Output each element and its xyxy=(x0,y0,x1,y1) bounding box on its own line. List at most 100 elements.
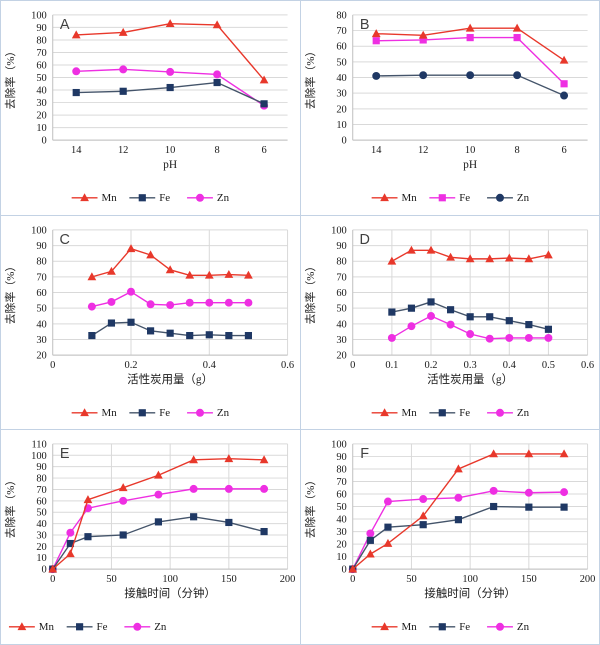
data-point-zn xyxy=(189,485,198,494)
data-point-fe xyxy=(544,325,552,333)
data-point-mn xyxy=(71,30,81,39)
data-point-zn xyxy=(365,529,374,538)
x-tick-label: 0.6 xyxy=(581,360,594,371)
data-point-mn xyxy=(212,20,222,29)
x-tick-label: 10 xyxy=(464,145,474,156)
y-tick-label: 10 xyxy=(336,552,346,563)
legend-label: Fe xyxy=(459,407,470,419)
y-tick-label: 80 xyxy=(336,465,346,476)
y-tick-label: 80 xyxy=(36,256,46,267)
data-point-mn xyxy=(48,564,58,573)
panel-letter: E xyxy=(60,446,70,462)
y-tick-label: 20 xyxy=(36,350,46,361)
y-tick-label: 50 xyxy=(336,502,346,513)
series-line-fe xyxy=(351,506,564,570)
data-point-fe xyxy=(66,540,74,548)
y-axis-title: 去除率（%） xyxy=(302,475,316,539)
legend-item-fe: Fe xyxy=(129,192,170,204)
y-tick-label: 40 xyxy=(36,86,46,97)
y-axis-title: 去除率（%） xyxy=(3,260,17,324)
x-axis-title: pH xyxy=(463,159,477,171)
x-tick-label: 150 xyxy=(521,574,537,585)
data-point-fe xyxy=(186,331,194,339)
panel-letter: A xyxy=(60,17,70,33)
data-point-zn xyxy=(485,334,494,343)
y-tick-label: 20 xyxy=(336,350,346,361)
data-point-zn xyxy=(224,485,233,494)
data-point-zn xyxy=(127,287,135,296)
data-point-mn xyxy=(224,454,234,463)
data-point-fe xyxy=(559,80,568,88)
data-point-zn xyxy=(107,297,116,306)
data-point-mn xyxy=(107,266,116,275)
legend-label: Fe xyxy=(459,192,470,204)
y-tick-label: 110 xyxy=(31,440,46,451)
data-point-mn xyxy=(426,245,435,254)
legend-item-zn: Zn xyxy=(486,622,529,634)
y-tick-label: 100 xyxy=(31,10,47,21)
data-point-mn xyxy=(418,30,428,39)
x-tick-label: 100 xyxy=(162,574,178,585)
y-tick-label: 20 xyxy=(336,104,346,115)
data-point-zn xyxy=(213,70,222,79)
y-tick-label: 90 xyxy=(36,241,46,252)
x-tick-label: 12 xyxy=(417,145,427,156)
legend-item-fe: Fe xyxy=(428,407,470,419)
data-point-mn xyxy=(445,252,455,261)
data-point-zn xyxy=(504,333,513,342)
legend-item-mn: Mn xyxy=(71,192,117,204)
y-tick-label: 90 xyxy=(336,241,346,252)
data-point-mn xyxy=(504,253,514,262)
legend-marker-fe xyxy=(138,408,146,417)
legend-marker-zn xyxy=(495,623,504,632)
legend-label: Zn xyxy=(217,407,230,419)
legend-label: Fe xyxy=(159,192,170,204)
legend-item-mn: Mn xyxy=(371,192,417,204)
x-tick-label: 0 xyxy=(50,574,55,585)
data-point-mn xyxy=(512,23,521,32)
data-point-mn xyxy=(146,250,155,258)
y-tick-label: 40 xyxy=(336,515,346,526)
data-point-fe xyxy=(119,87,127,95)
y-tick-label: 100 xyxy=(31,451,47,462)
data-point-mn xyxy=(165,19,175,28)
x-tick-label: 0.2 xyxy=(424,360,437,371)
panel-d: 20 30 40 50 60 70 80 90 100 0 0.1 0.2 0.3 0.4 0.5 0.6 D 去… xyxy=(300,215,599,430)
data-point-mn xyxy=(118,27,128,36)
data-point-zn xyxy=(524,333,533,342)
data-point-mn xyxy=(259,455,269,464)
y-tick-label: 100 xyxy=(331,440,347,451)
data-point-fe xyxy=(166,329,174,337)
chart-B: 0 10 20 30 40 50 60 70 80 14 12 10 8 6 B 去除率（%） pH Mn Fe Zn xyxy=(302,10,588,204)
y-tick-label: 30 xyxy=(36,98,46,109)
legend-marker-fe xyxy=(138,194,146,202)
data-point-fe xyxy=(505,316,513,324)
legend-item-zn: Zn xyxy=(486,407,529,419)
data-point-fe xyxy=(225,519,233,527)
x-tick-label: 200 xyxy=(280,574,296,585)
legend-item-zn: Zn xyxy=(486,192,529,204)
data-point-mn xyxy=(244,270,253,279)
data-point-mn xyxy=(204,270,214,279)
data-point-mn xyxy=(465,253,475,262)
y-tick-label: 40 xyxy=(36,519,46,530)
data-point-fe xyxy=(146,326,155,335)
data-point-fe xyxy=(190,513,198,521)
y-tick-label: 60 xyxy=(336,490,346,501)
y-tick-label: 60 xyxy=(336,42,346,53)
data-point-fe xyxy=(419,36,427,44)
data-point-fe xyxy=(260,100,268,108)
data-point-fe xyxy=(154,518,162,526)
x-tick-label: 50 xyxy=(406,574,416,585)
x-axis-title: 接触时间（分钟） xyxy=(124,586,215,600)
data-point-zn xyxy=(559,91,568,100)
data-point-zn xyxy=(205,298,214,307)
data-point-fe xyxy=(454,516,462,524)
chart-C: 20 30 40 50 60 70 80 90 100 0 0.2 0.4 0.6 C 去除率（%） 活性炭用… xyxy=(3,225,294,419)
data-point-mn xyxy=(154,470,163,479)
data-point-fe xyxy=(260,528,268,536)
legend-label: Zn xyxy=(217,192,230,204)
x-tick-label: 6 xyxy=(261,145,266,156)
